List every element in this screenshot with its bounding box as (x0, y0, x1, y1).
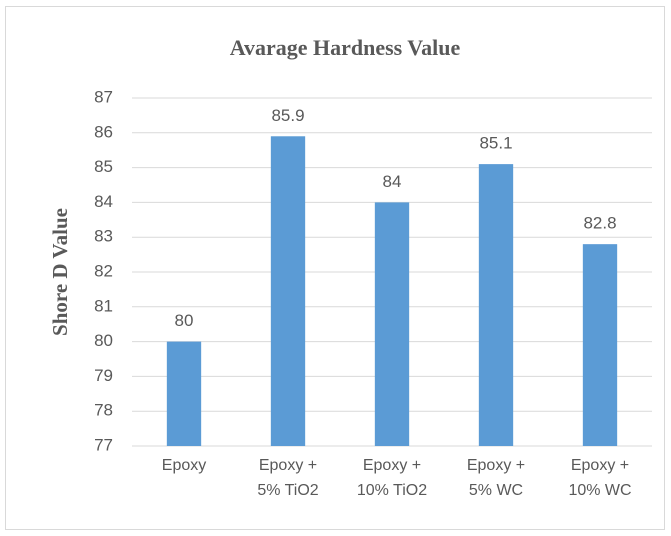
y-tick-label: 77 (94, 435, 113, 454)
y-tick-label: 83 (94, 227, 113, 246)
data-label: 80 (175, 311, 194, 330)
data-label: 85.1 (479, 134, 512, 153)
x-tick-label: Epoxy + 5% TiO2 (257, 457, 319, 499)
x-tick-label: Epoxy + 5% WC (466, 457, 526, 499)
data-label: 82.8 (583, 214, 616, 233)
y-tick-label: 82 (94, 261, 113, 280)
y-tick-label: 79 (94, 366, 113, 385)
x-tick-label: Epoxy (161, 457, 207, 474)
bar (374, 202, 410, 446)
y-axis-label: Shore D Value (48, 208, 72, 336)
bar (270, 136, 306, 446)
y-tick-label: 78 (94, 401, 113, 420)
bar (166, 341, 202, 446)
y-tick-label: 87 (94, 87, 113, 106)
chart-border (5, 6, 665, 530)
y-tick-label: 86 (94, 122, 113, 141)
bar (478, 164, 514, 446)
data-label: 85.9 (271, 106, 304, 125)
data-label: 84 (383, 172, 402, 191)
x-tick-label: Epoxy + 10% TiO2 (356, 457, 428, 499)
chart-title: Avarage Hardness Value (230, 35, 461, 60)
y-tick-label: 80 (94, 331, 113, 350)
bar (582, 244, 618, 446)
y-tick-label: 81 (94, 296, 113, 315)
y-tick-label: 85 (94, 157, 113, 176)
x-tick-label: Epoxy + 10% WC (568, 457, 632, 499)
y-tick-label: 84 (94, 192, 113, 211)
